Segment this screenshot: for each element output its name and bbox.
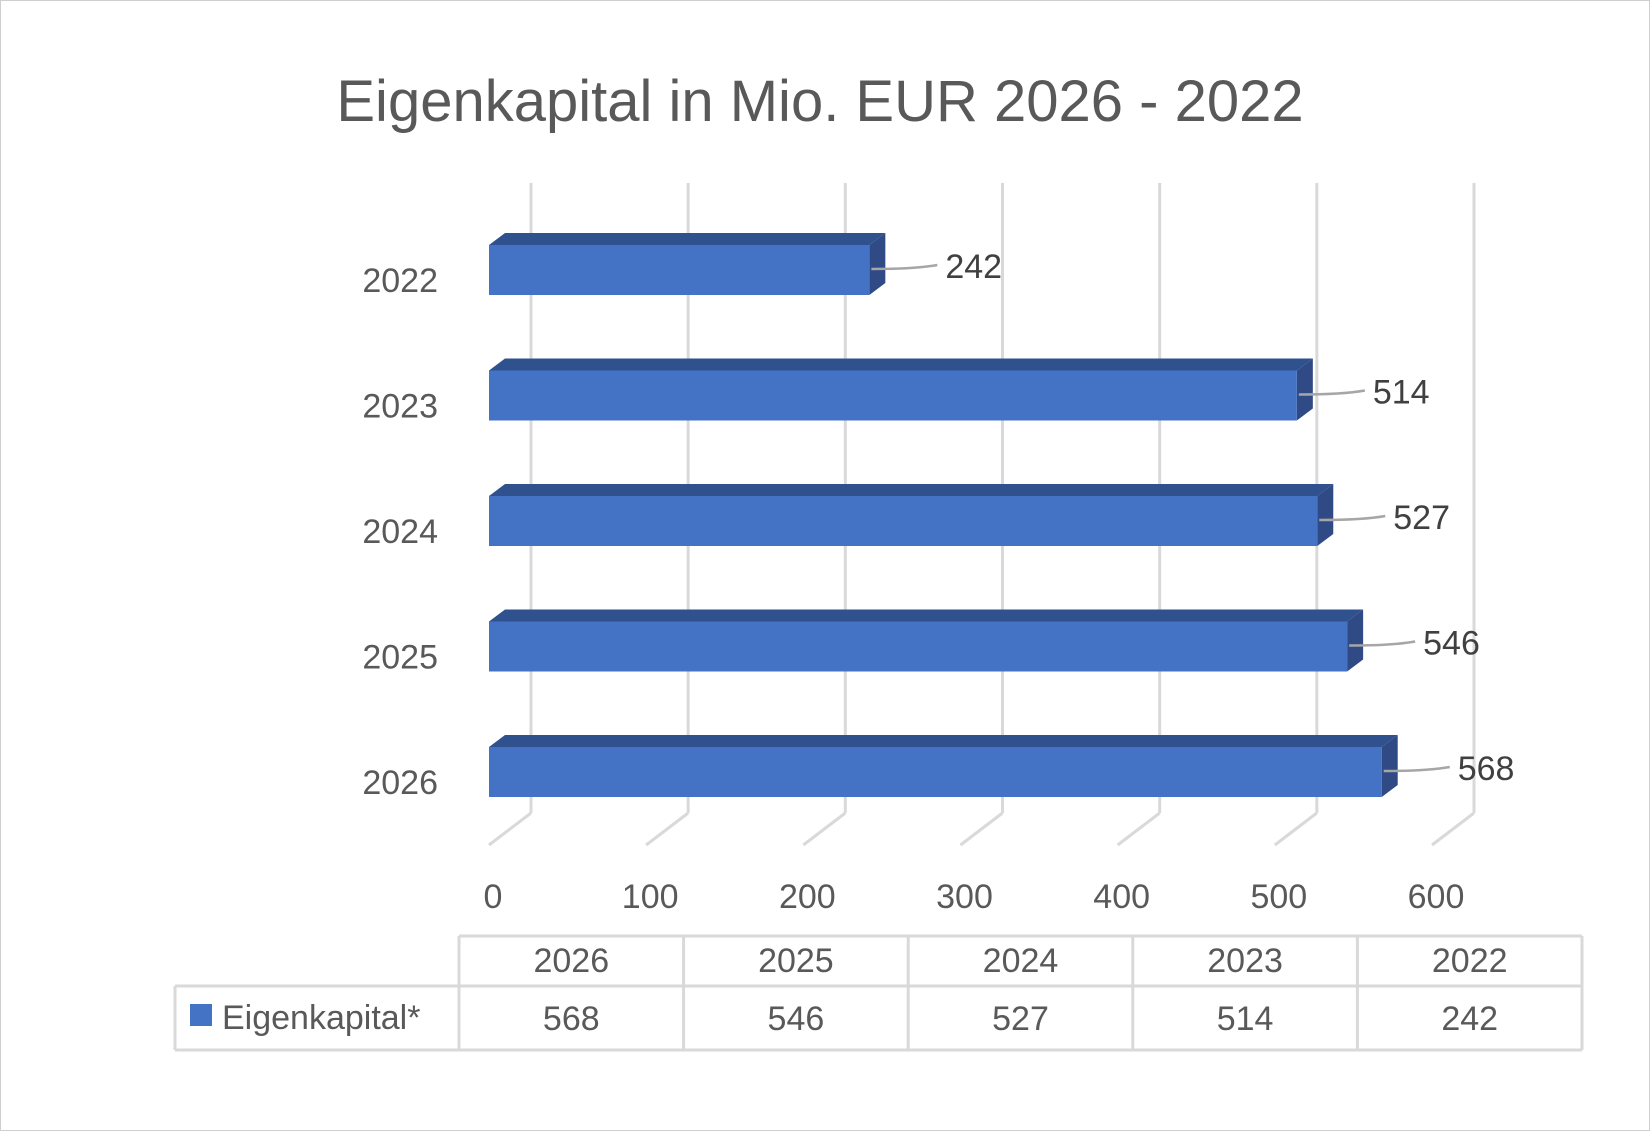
data-label-leader xyxy=(1319,514,1386,522)
y-category-label: 2023 xyxy=(362,388,438,426)
data-label: 514 xyxy=(1373,374,1430,412)
table-header-cell: 2024 xyxy=(983,942,1059,980)
table-header-cell: 2025 xyxy=(758,942,834,980)
bar-top-face xyxy=(489,358,1313,371)
floor-gridline xyxy=(1273,811,1318,847)
bar-top-face xyxy=(489,735,1398,747)
x-tick-label: 0 xyxy=(484,878,503,916)
floor-gridline xyxy=(1431,811,1475,847)
legend-key xyxy=(190,1004,212,1026)
floor-gridline xyxy=(959,811,1004,847)
table-value-cell: 242 xyxy=(1441,1000,1498,1038)
bar-top-face xyxy=(489,233,886,245)
data-label-leader xyxy=(1298,389,1366,396)
x-tick-label: 200 xyxy=(779,878,836,916)
data-label: 242 xyxy=(945,248,1002,286)
table-value-cell: 527 xyxy=(992,1000,1049,1038)
y-category-label: 2022 xyxy=(362,262,438,300)
floor-gridline xyxy=(1116,811,1161,847)
bar-side-face xyxy=(1296,358,1313,421)
x-tick-label: 300 xyxy=(936,878,993,916)
floor-gridline xyxy=(488,811,532,847)
bar-top-face xyxy=(489,609,1364,622)
table-value-cell: 568 xyxy=(543,1000,600,1038)
table-value-cell: 546 xyxy=(768,1000,825,1038)
x-tick-label: 600 xyxy=(1408,878,1465,916)
table-header-cell: 2023 xyxy=(1207,942,1283,980)
bar-side-face xyxy=(1317,484,1334,546)
data-label-leader xyxy=(1383,765,1450,773)
y-category-label: 2025 xyxy=(362,639,438,677)
bar xyxy=(489,747,1382,797)
table-header-cell: 2022 xyxy=(1432,942,1508,980)
bar xyxy=(489,245,870,295)
series-name: Eigenkapital* xyxy=(222,999,420,1037)
bar xyxy=(489,621,1348,672)
table-value-cell: 514 xyxy=(1217,1000,1274,1038)
floor-gridline xyxy=(802,811,847,847)
data-label: 568 xyxy=(1458,750,1515,788)
data-label-leader xyxy=(871,263,938,271)
y-category-label: 2026 xyxy=(362,764,438,802)
floor-gridline xyxy=(645,811,690,847)
table-header-cell: 2026 xyxy=(533,942,609,980)
chart-title: Eigenkapital in Mio. EUR 2026 - 2022 xyxy=(336,69,1304,134)
bar xyxy=(489,370,1297,421)
x-tick-label: 400 xyxy=(1093,878,1150,916)
x-tick-label: 100 xyxy=(622,878,679,916)
data-label: 527 xyxy=(1393,499,1450,537)
y-category-label: 2024 xyxy=(362,513,438,551)
bar xyxy=(489,496,1318,546)
bar-side-face xyxy=(1381,735,1398,797)
x-tick-label: 500 xyxy=(1250,878,1307,916)
bar-side-face xyxy=(869,233,886,295)
data-label-leader xyxy=(1349,640,1416,647)
bar-top-face xyxy=(489,484,1334,496)
bar-side-face xyxy=(1347,609,1364,672)
data-label: 546 xyxy=(1423,625,1480,663)
